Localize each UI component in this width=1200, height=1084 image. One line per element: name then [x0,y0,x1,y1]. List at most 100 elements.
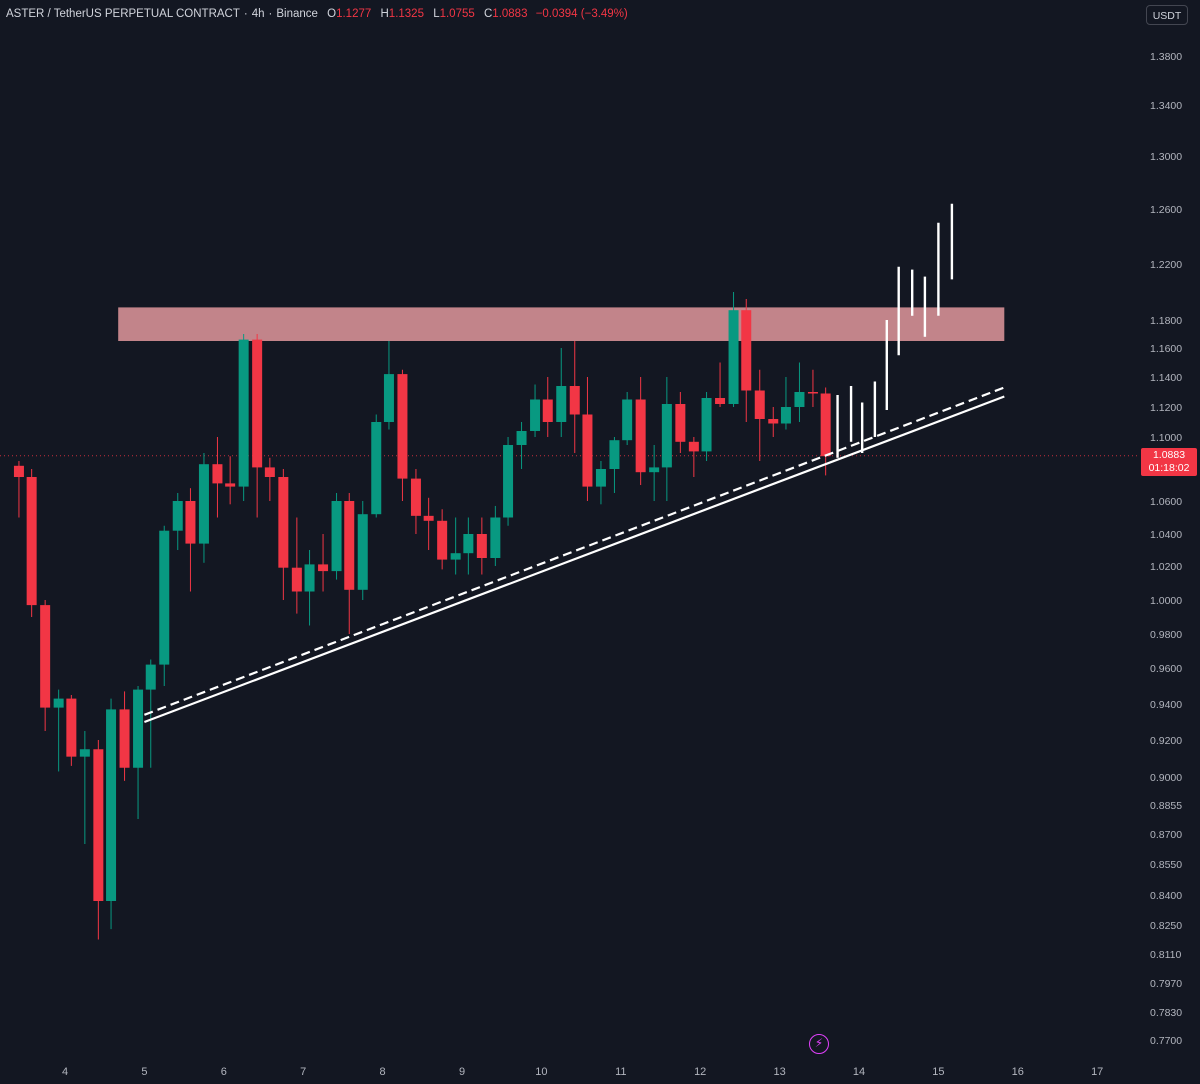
currency-button[interactable]: USDT [1146,5,1188,25]
candle-body [26,477,37,606]
candle-body [53,698,64,708]
price-tick-label: 0.8110 [1150,949,1181,961]
candle-body [291,567,302,592]
candle-body [371,422,382,515]
candle-body [569,386,580,415]
candle-body [198,464,209,544]
candle-body [582,414,593,487]
candle-body [635,399,646,473]
candle-body [556,386,567,422]
candle-body [754,390,765,419]
price-tick-label: 1.3000 [1150,151,1182,163]
candle-body [490,517,501,558]
price-tick-label: 0.8700 [1150,829,1182,841]
candle-body [622,399,633,441]
candle-body [476,534,487,558]
price-tick-label: 1.3800 [1150,51,1182,63]
date-tick-label: 15 [932,1066,944,1078]
candle-body [715,398,726,404]
candle-body [728,310,739,404]
candle-body [542,399,553,422]
candle-body [383,374,394,422]
lightning-bolt-icon[interactable]: ⚡ [809,1034,829,1054]
candle-body [119,709,130,768]
date-tick-label: 5 [141,1066,147,1078]
candle-body [807,392,818,394]
high-value: 1.1325 [388,8,424,20]
price-tick-label: 1.2600 [1150,204,1182,216]
date-tick-label: 10 [535,1066,547,1078]
price-tick-label: 0.8550 [1150,859,1182,871]
candle-body [106,709,117,901]
date-tick-label: 13 [773,1066,785,1078]
candle-body [661,404,672,468]
candle-body [675,404,686,442]
candle-body [331,501,342,572]
price-tick-label: 1.1600 [1150,343,1182,355]
candle-body [397,374,408,479]
date-tick-label: 6 [221,1066,227,1078]
candle-body [133,689,144,768]
low-value: 1.0755 [439,8,475,20]
candle-body [649,467,660,473]
low-label: L [433,8,440,20]
price-tick-label: 1.0000 [1150,595,1182,607]
price-tick-label: 1.0600 [1150,496,1182,508]
candle-body [820,393,831,457]
candle-body [13,465,24,477]
close-label: C [483,8,493,20]
candle-body [172,501,183,531]
price-tick-label: 0.8855 [1150,800,1182,812]
change-value: −0.0394 (−3.49%) [535,8,628,20]
candle-body [93,749,104,901]
candle-body [530,399,541,431]
price-tick-label: 0.7970 [1150,978,1182,990]
exchange-label: Binance [276,8,318,20]
price-tick-label: 0.7700 [1150,1035,1182,1047]
date-tick-label: 8 [380,1066,386,1078]
date-tick-label: 14 [853,1066,865,1078]
open-label: O [327,8,337,20]
timeframe-label: 4h [251,8,265,20]
candle-body [609,440,620,469]
price-tick-label: 1.1400 [1150,372,1182,384]
candle-body [145,664,156,690]
last-price-value: 1.0883 [1152,448,1186,461]
date-tick-label: 16 [1012,1066,1024,1078]
candle-body [185,501,196,544]
candle-body [318,564,329,572]
last-price-label: 1.0883 01:18:02 [1141,447,1197,476]
price-tick-label: 1.2200 [1150,259,1182,271]
price-tick-label: 1.0400 [1150,529,1182,541]
candle-body [159,530,170,665]
candle-body [768,419,779,424]
candle-body [40,605,51,708]
candle-body [304,564,315,592]
candle-body [780,407,791,424]
candle-body [252,339,263,468]
price-tick-label: 1.3400 [1150,100,1182,112]
price-tick-label: 0.9600 [1150,663,1182,675]
candle-body [595,469,606,487]
price-tick-label: 0.8250 [1150,920,1182,932]
candle-body [344,501,355,590]
price-tick-label: 0.9800 [1150,629,1182,641]
resistance-zone [118,307,1005,341]
symbol-title: ASTER / TetherUS PERPETUAL CONTRACT [6,8,240,20]
close-value: 1.0883 [492,8,528,20]
price-tick-label: 0.9400 [1150,699,1182,711]
price-tick-label: 1.0200 [1150,561,1182,573]
candle-body [423,515,434,521]
candle-body [463,534,474,554]
high-label: H [380,8,389,20]
date-tick-label: 11 [615,1066,626,1078]
candle-body [66,698,77,757]
price-tick-label: 0.7830 [1150,1007,1182,1019]
candle-body [278,477,289,568]
candle-body [437,520,448,560]
candle-body [238,339,249,487]
date-tick-label: 9 [459,1066,465,1078]
candle-body [225,483,236,487]
candle-body [516,431,527,445]
